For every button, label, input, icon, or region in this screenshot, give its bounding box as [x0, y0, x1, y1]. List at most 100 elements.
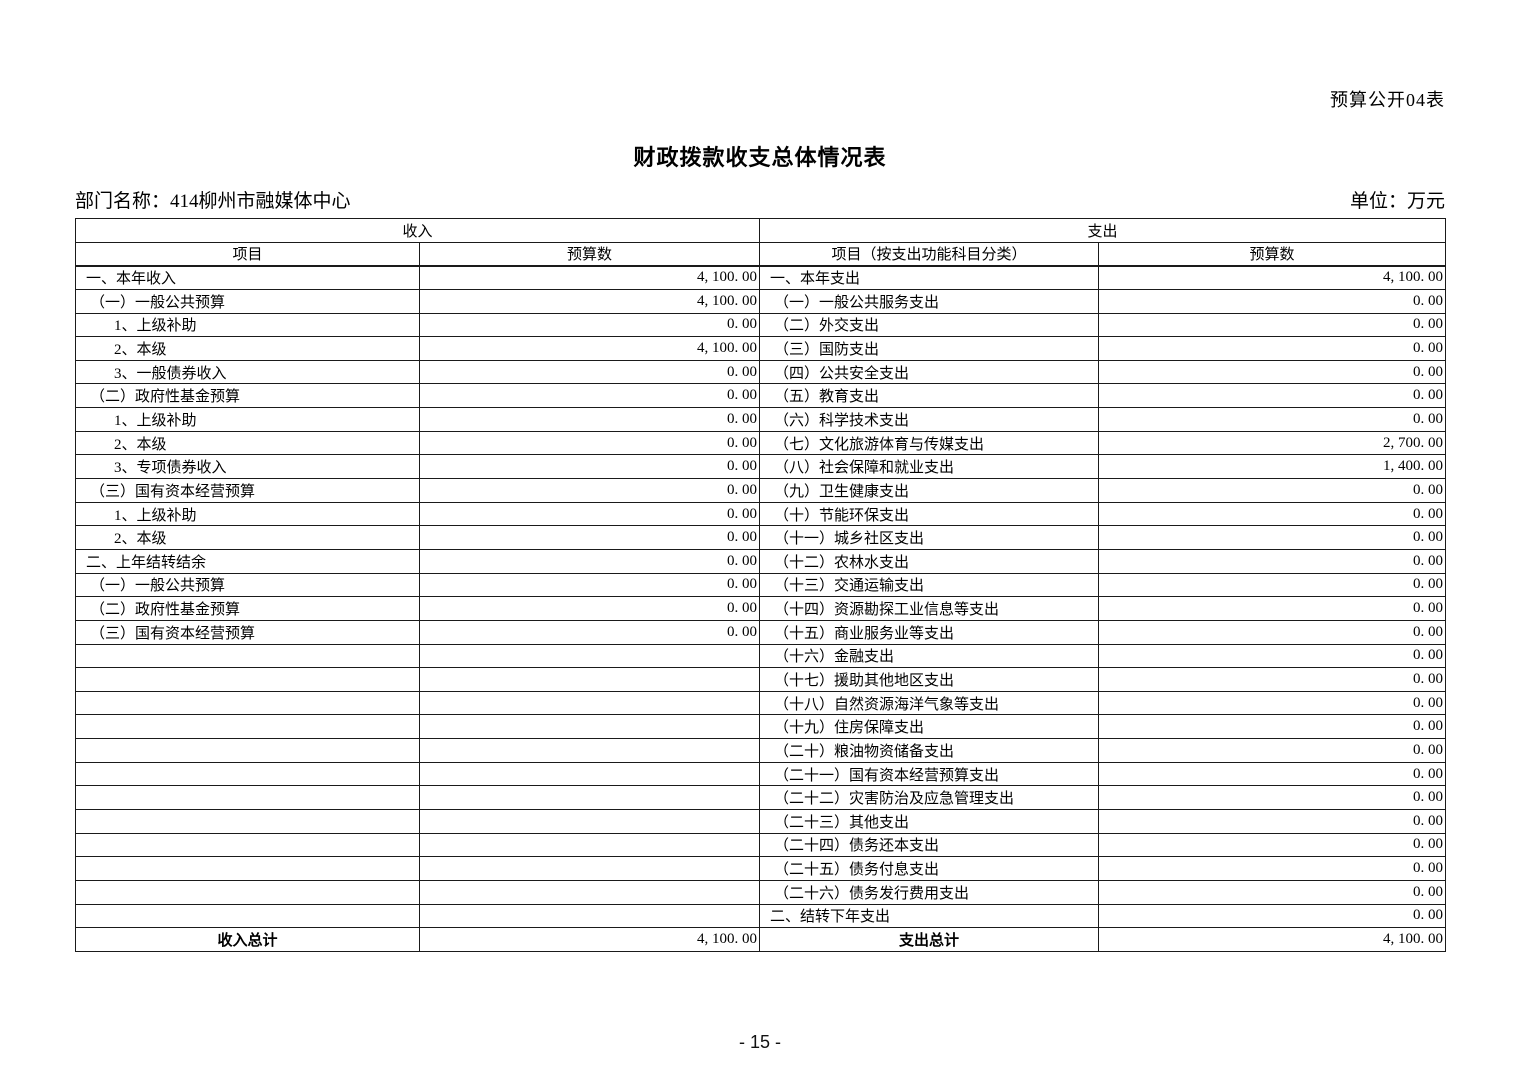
income-budget-column-header: 预算数 — [418, 241, 761, 267]
table-row: （二十四）债务还本支出 0. 00 — [75, 832, 1447, 858]
total-row: 收入总计 4, 100. 00 支出总计 4, 100. 00 — [75, 927, 1447, 952]
income-item-cell: 2、本级 — [75, 336, 420, 361]
table-row: 1、上级补助 0. 00 （十）节能环保支出 0. 00 — [75, 501, 1447, 527]
expense-item-cell: （十）节能环保支出 — [759, 501, 1100, 527]
table-row: 2、本级 0. 00 （十一）城乡社区支出 0. 00 — [75, 525, 1447, 550]
expense-item-cell: （九）卫生健康支出 — [759, 478, 1100, 503]
expense-item-cell: （二十四）债务还本支出 — [759, 832, 1100, 858]
table-row: 3、一般债券收入 0. 00 （四）公共安全支出 0. 00 — [75, 359, 1447, 385]
table-row: （二十六）债务发行费用支出 0. 00 — [75, 879, 1447, 905]
page-title: 财政拨款收支总体情况表 — [633, 145, 887, 170]
income-value-cell — [418, 809, 761, 834]
income-value-cell: 0. 00 — [418, 596, 761, 621]
income-value-cell — [418, 903, 761, 929]
table-row: 二、上年结转结余 0. 00 （十二）农林水支出 0. 00 — [75, 548, 1447, 574]
income-value-cell: 4, 100. 00 — [418, 336, 761, 361]
expense-item-cell: （二十三）其他支出 — [759, 809, 1100, 834]
income-item-cell — [75, 903, 420, 929]
expense-value-cell: 0. 00 — [1098, 619, 1447, 645]
income-value-cell: 0. 00 — [418, 478, 761, 503]
page-number: - 15 - — [738, 1032, 781, 1052]
expense-value-cell: 0. 00 — [1098, 761, 1447, 787]
income-value-cell: 0. 00 — [418, 359, 761, 385]
income-item-cell: 3、一般债券收入 — [75, 359, 420, 385]
income-value-cell — [418, 714, 761, 740]
expense-value-cell: 0. 00 — [1098, 572, 1447, 598]
expense-value-cell: 0. 00 — [1098, 548, 1447, 574]
table-row: （一）一般公共预算 4, 100. 00 （一）一般公共服务支出 0. 00 — [75, 288, 1447, 314]
table-row: （二十二）灾害防治及应急管理支出 0. 00 — [75, 785, 1447, 811]
expense-value-cell: 0. 00 — [1098, 288, 1447, 314]
expense-value-cell: 0. 00 — [1098, 785, 1447, 811]
expense-value-cell: 0. 00 — [1098, 738, 1447, 763]
income-item-column-header: 项目 — [75, 241, 420, 267]
income-value-cell — [418, 785, 761, 811]
income-item-cell: 2、本级 — [75, 430, 420, 456]
income-item-cell — [75, 809, 420, 834]
table-row: （二十三）其他支出 0. 00 — [75, 809, 1447, 834]
table-row: （二）政府性基金预算 0. 00 （十四）资源勘探工业信息等支出 0. 00 — [75, 596, 1447, 621]
income-item-cell — [75, 785, 420, 811]
table-row: 1、上级补助 0. 00 （二）外交支出 0. 00 — [75, 312, 1447, 338]
expense-item-cell: （十九）住房保障支出 — [759, 714, 1100, 740]
table-footer: 收入总计 4, 100. 00 支出总计 4, 100. 00 — [75, 927, 1447, 952]
expense-value-cell: 2, 700. 00 — [1098, 430, 1447, 456]
expense-value-cell: 0. 00 — [1098, 525, 1447, 550]
expense-value-cell: 0. 00 — [1098, 359, 1447, 385]
expense-item-cell: （十七）援助其他地区支出 — [759, 667, 1100, 692]
income-item-cell — [75, 738, 420, 763]
income-value-cell: 0. 00 — [418, 548, 761, 574]
income-item-cell — [75, 856, 420, 881]
table-row: 二、结转下年支出 0. 00 — [75, 903, 1447, 929]
table-row: （十七）援助其他地区支出 0. 00 — [75, 667, 1447, 692]
income-value-cell: 0. 00 — [418, 501, 761, 527]
table-row: 2、本级 4, 100. 00 （三）国防支出 0. 00 — [75, 336, 1447, 361]
table-code: 预算公开04表 — [1330, 90, 1445, 110]
income-value-cell: 0. 00 — [418, 525, 761, 550]
expense-value-cell: 4, 100. 00 — [1098, 265, 1447, 290]
column-header-row: 项目 预算数 项目（按支出功能科目分类） 预算数 — [75, 241, 1447, 267]
income-item-cell — [75, 761, 420, 787]
table-row: 一、本年收入 4, 100. 00 一、本年支出 4, 100. 00 — [75, 265, 1447, 290]
table-header: 收入 支出 项目 预算数 项目（按支出功能科目分类） 预算数 — [74, 218, 1447, 267]
table-row: （二）政府性基金预算 0. 00 （五）教育支出 0. 00 — [75, 383, 1447, 409]
income-value-cell: 0. 00 — [418, 454, 761, 480]
expense-value-cell: 0. 00 — [1098, 667, 1447, 692]
expense-value-cell: 0. 00 — [1098, 336, 1447, 361]
table-row: （二十）粮油物资储备支出 0. 00 — [75, 738, 1447, 763]
income-item-cell: 一、本年收入 — [75, 265, 420, 290]
department-name: 部门名称：414柳州市融媒体中心 — [75, 191, 351, 212]
expense-value-cell: 0. 00 — [1098, 879, 1447, 905]
expense-item-cell: （十三）交通运输支出 — [759, 572, 1100, 598]
income-value-cell — [418, 832, 761, 858]
income-total-value: 4, 100. 00 — [418, 927, 761, 952]
expense-item-cell: 一、本年支出 — [759, 265, 1100, 290]
expense-item-cell: （二十二）灾害防治及应急管理支出 — [759, 785, 1100, 811]
income-value-cell — [418, 856, 761, 881]
budget-table: 收入 支出 项目 预算数 项目（按支出功能科目分类） 预算数 一、本年收入 4, … — [74, 218, 1447, 952]
expense-item-cell: （一）一般公共服务支出 — [759, 288, 1100, 314]
income-item-cell: 1、上级补助 — [75, 407, 420, 432]
income-value-cell — [418, 761, 761, 787]
income-value-cell — [418, 738, 761, 763]
expense-item-cell: （十二）农林水支出 — [759, 548, 1100, 574]
table-body: 一、本年收入 4, 100. 00 一、本年支出 4, 100. 00 （一）一般公共预… — [75, 265, 1447, 929]
income-item-cell: 1、上级补助 — [75, 312, 420, 338]
expense-value-cell: 0. 00 — [1098, 856, 1447, 881]
expense-item-cell: （二十五）债务付息支出 — [759, 856, 1100, 881]
income-item-cell: 二、上年结转结余 — [75, 548, 420, 574]
table-row: （十八）自然资源海洋气象等支出 0. 00 — [75, 690, 1447, 716]
income-item-cell: （二）政府性基金预算 — [75, 596, 420, 621]
expense-value-cell: 0. 00 — [1098, 903, 1447, 929]
table-row: 2、本级 0. 00 （七）文化旅游体育与传媒支出 2, 700. 00 — [75, 430, 1447, 456]
income-item-cell: （三）国有资本经营预算 — [75, 619, 420, 645]
income-item-cell: （一）一般公共预算 — [75, 288, 420, 314]
income-item-cell: （一）一般公共预算 — [75, 572, 420, 598]
income-item-cell — [75, 714, 420, 740]
table-row: （二十五）债务付息支出 0. 00 — [75, 856, 1447, 881]
expense-value-cell: 0. 00 — [1098, 643, 1447, 669]
table-row: 1、上级补助 0. 00 （六）科学技术支出 0. 00 — [75, 407, 1447, 432]
income-item-cell — [75, 643, 420, 669]
income-item-cell — [75, 879, 420, 905]
